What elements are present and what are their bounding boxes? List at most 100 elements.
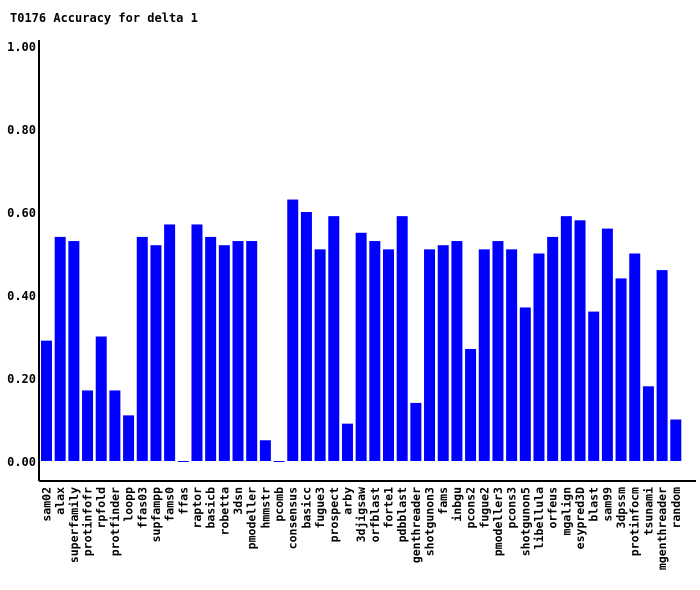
x-tick-label: arby xyxy=(340,487,354,515)
x-tick-label: protinfocm xyxy=(628,487,642,556)
x-tick-label: loopp xyxy=(122,487,136,522)
bar xyxy=(451,241,463,461)
bar xyxy=(328,216,340,461)
y-tick-label: 0.40 xyxy=(7,289,36,303)
bar xyxy=(533,253,545,461)
x-axis-tick-labels: sam02 alax superfamily protinfofr rpfold prot… xyxy=(40,487,683,570)
bar xyxy=(109,390,121,461)
x-tick-label: protinfofr xyxy=(81,487,95,556)
bar xyxy=(218,245,230,461)
bar xyxy=(410,402,422,461)
y-tick-label: 0.00 xyxy=(7,455,36,469)
x-tick-label: superfamily xyxy=(67,487,81,563)
bar xyxy=(396,216,408,461)
bar xyxy=(177,461,189,462)
x-tick-label: pmodeller3 xyxy=(491,487,505,556)
x-tick-label: hmmstr xyxy=(258,487,272,529)
x-tick-label: mgalign xyxy=(559,487,573,536)
bar xyxy=(41,340,52,461)
bar xyxy=(437,245,449,461)
x-tick-label: protfinder xyxy=(108,487,122,556)
y-tick-label: 1.00 xyxy=(7,40,36,54)
bar xyxy=(547,236,559,461)
bar xyxy=(136,236,148,461)
bar xyxy=(492,241,504,461)
x-tick-label: 3dsn xyxy=(231,487,245,515)
bar xyxy=(164,224,176,461)
x-tick-label: basicc xyxy=(299,487,313,529)
x-tick-label: mgenthreader xyxy=(655,487,669,570)
bars xyxy=(41,199,682,462)
x-tick-label: inbgu xyxy=(450,487,464,522)
bar xyxy=(95,336,107,461)
x-tick-label: esypred3D xyxy=(573,487,587,549)
bar xyxy=(506,249,518,461)
bar xyxy=(246,241,258,461)
x-tick-label: shotgunon5 xyxy=(518,487,532,556)
x-tick-label: ffas xyxy=(176,487,190,515)
x-tick-label: orfeus xyxy=(546,487,560,529)
x-tick-label: 3dpssm xyxy=(614,487,628,529)
bar xyxy=(519,307,531,461)
bar xyxy=(656,270,668,461)
bar xyxy=(273,461,285,462)
bar xyxy=(478,249,490,461)
chart-title: T0176 Accuracy for delta 1 xyxy=(10,11,198,25)
bar xyxy=(369,241,381,461)
x-tick-label: fams0 xyxy=(163,487,177,522)
bar xyxy=(424,249,436,461)
bar xyxy=(588,311,600,461)
bar xyxy=(191,224,203,461)
y-tick-label: 0.60 xyxy=(7,206,36,220)
bar xyxy=(355,232,367,461)
x-tick-label: pcons3 xyxy=(505,487,519,529)
bar xyxy=(615,278,627,461)
bar xyxy=(300,212,312,461)
x-tick-label: blast xyxy=(587,487,601,522)
x-tick-label: ffas03 xyxy=(135,487,149,529)
x-tick-label: pdbblast xyxy=(395,487,409,542)
x-tick-label: supfampp xyxy=(149,487,163,542)
bar xyxy=(465,348,477,461)
bar xyxy=(54,236,66,461)
x-tick-label: tsunami xyxy=(641,487,655,536)
bar xyxy=(68,241,80,461)
x-tick-label: basicb xyxy=(204,487,218,529)
bar xyxy=(629,253,641,461)
bar xyxy=(123,415,135,461)
x-tick-label: fugue2 xyxy=(477,487,491,529)
x-tick-label: raptor xyxy=(190,487,204,529)
bar xyxy=(232,241,244,461)
x-tick-label: fams xyxy=(436,487,450,515)
bar xyxy=(601,228,613,461)
x-tick-label: libellula xyxy=(532,487,546,549)
bar xyxy=(341,423,353,461)
x-tick-label: alax xyxy=(53,487,67,515)
y-tick-label: 0.20 xyxy=(7,372,36,386)
x-tick-label: 3djigsaw xyxy=(354,487,368,542)
bar xyxy=(383,249,394,461)
x-tick-label: pmodeller xyxy=(245,487,259,549)
x-tick-label: pcomb xyxy=(272,487,286,522)
bar xyxy=(205,236,217,461)
x-tick-label: genthreader xyxy=(409,487,423,563)
x-tick-label: prospect xyxy=(327,487,341,542)
x-tick-label: orfblast xyxy=(368,487,382,542)
x-tick-label: shotgunon3 xyxy=(423,487,437,556)
bar xyxy=(560,216,572,461)
x-tick-label: robetta xyxy=(217,487,231,536)
bar xyxy=(259,440,271,461)
x-tick-label: sam02 xyxy=(40,487,54,522)
bar xyxy=(574,220,586,461)
x-tick-label: consensus xyxy=(286,487,300,549)
y-axis-ticks: 0.00 0.20 0.40 0.60 0.80 1.00 xyxy=(7,40,36,469)
bar xyxy=(82,390,94,461)
bar xyxy=(642,386,654,461)
bar xyxy=(287,199,299,462)
x-tick-label: sam99 xyxy=(600,487,614,522)
y-tick-label: 0.80 xyxy=(7,123,36,137)
bar xyxy=(314,249,326,461)
x-tick-label: random xyxy=(669,487,683,529)
x-tick-label: forte1 xyxy=(382,487,396,529)
